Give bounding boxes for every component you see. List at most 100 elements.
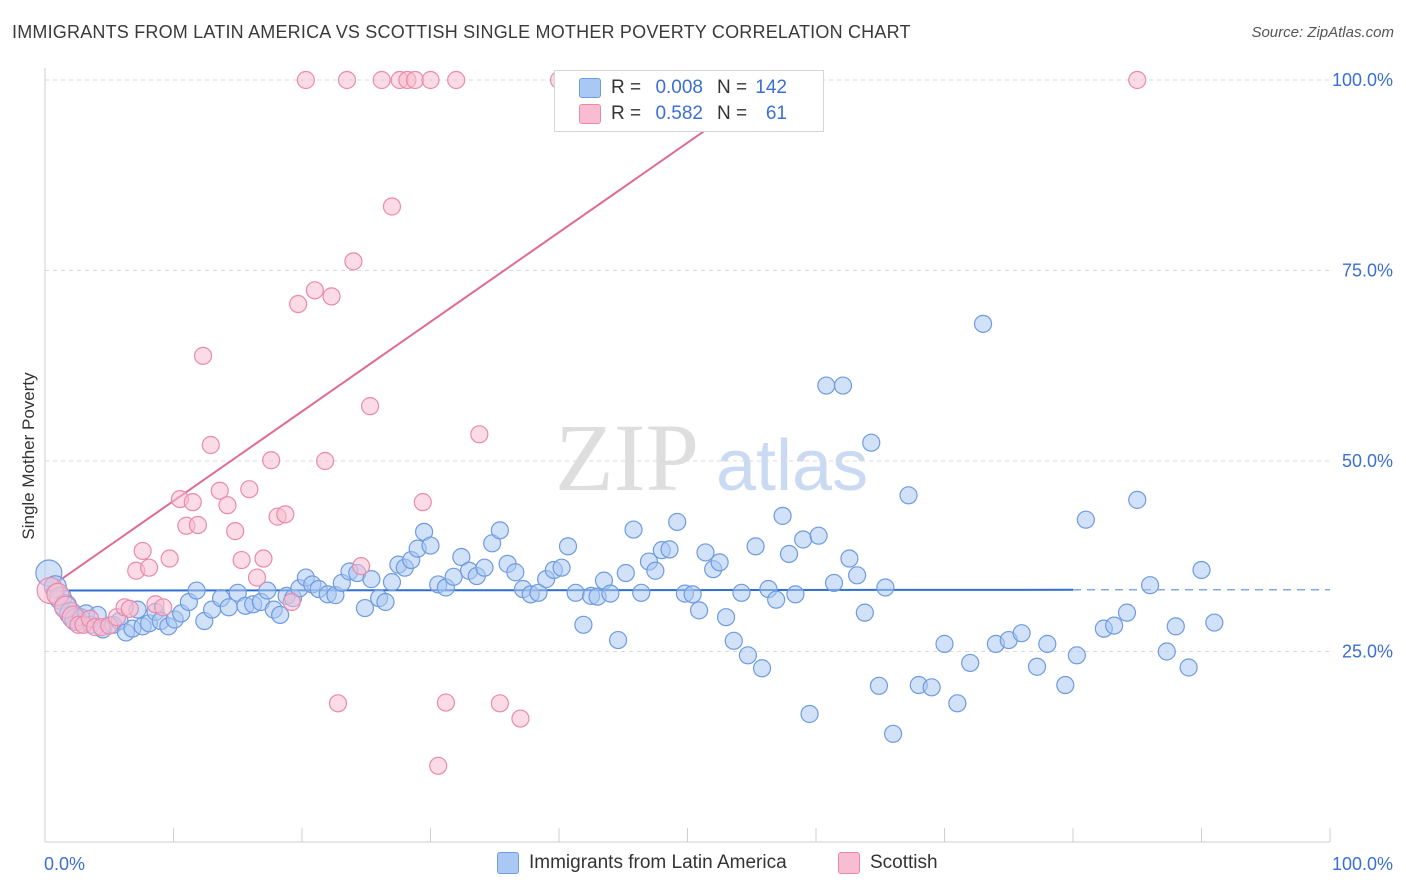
point-immigrants [355,598,375,618]
r-value: 0.582 [655,103,703,124]
legend-swatch-blue [497,852,519,874]
point-immigrants [271,605,290,625]
legend-item-immigrants[interactable]: Immigrants from Latin America [497,852,787,874]
points [35,70,1224,775]
point-scottish [247,568,267,587]
point-immigrants [646,561,665,580]
series-legend: Immigrants from Latin America Scottish [0,852,1406,878]
point-immigrants [1166,617,1185,636]
point-scottish [328,694,348,713]
point-immigrants [809,526,828,545]
point-immigrants [1076,510,1095,529]
point-immigrants [786,585,805,604]
point-immigrants [1205,613,1224,632]
n-label: N = [717,103,748,124]
legend-row-scottish: R = 0.582 N = 61 [579,102,787,126]
point-scottish [133,541,152,561]
point-immigrants [935,634,954,653]
point-immigrants [1157,642,1176,661]
y-tick-label: 25.0% [1342,642,1393,662]
point-immigrants [1027,657,1047,676]
point-immigrants [794,530,813,549]
correlation-legend: R = 0.008 N = 142 R = 0.582 N = 61 [554,70,824,132]
point-immigrants [696,543,715,562]
point-immigrants [566,583,585,602]
point-immigrants [624,520,643,539]
point-immigrants [1179,658,1198,677]
legend-item-scottish[interactable]: Scottish [838,852,938,874]
point-immigrants [1056,675,1075,695]
point-scottish [201,435,220,455]
point-immigrants [767,590,786,609]
point-scottish [405,70,425,90]
point-immigrants [724,631,743,650]
point-immigrants [616,563,635,583]
legend-label: Scottish [870,852,938,873]
watermark-atlas: atlas [716,426,868,506]
point-scottish [413,493,432,512]
point-immigrants [973,314,993,333]
point-scottish [470,425,489,444]
point-scottish [139,558,159,577]
point-immigrants [1012,624,1031,643]
point-scottish [282,592,301,612]
chart-source: Source: ZipAtlas.com [1251,24,1394,41]
point-immigrants [444,567,463,586]
point-immigrants [855,603,874,622]
point-scottish [490,694,509,713]
point-immigrants [1117,603,1137,622]
watermark: ZIP atlas [555,404,868,511]
point-immigrants [529,583,548,602]
point-immigrants [840,549,859,568]
point-immigrants [833,376,853,395]
point-scottish [262,451,281,470]
point-immigrants [869,676,889,695]
point-immigrants [948,694,967,713]
point-immigrants [558,537,578,556]
y-axis-label: Single Mother Poverty [19,372,38,540]
point-immigrants [689,601,709,620]
point-immigrants [683,585,702,604]
point-immigrants [421,536,440,555]
point-immigrants [1140,576,1160,595]
point-scottish [382,197,402,216]
point-scottish [160,549,179,568]
point-scottish [1128,70,1147,90]
point-immigrants [752,659,772,678]
point-scottish [188,515,208,535]
point-scottish [429,756,448,775]
legend-label: Immigrants from Latin America [529,852,787,873]
point-immigrants [732,583,751,602]
point-immigrants [961,653,980,673]
r-label: R = [611,103,642,124]
point-immigrants [862,433,881,452]
point-immigrants [552,558,571,577]
axes [44,68,1331,843]
r-value: 0.008 [655,77,703,98]
point-immigrants [601,584,620,603]
point-immigrants [258,581,277,600]
point-scottish [210,481,229,500]
point-scottish [436,693,456,712]
watermark-zip: ZIP [555,404,699,511]
n-value: 61 [765,103,787,124]
point-immigrants [490,521,509,540]
point-scottish [193,346,213,365]
point-immigrants [382,573,402,592]
point-scottish [421,70,440,90]
chart-title: IMMIGRANTS FROM LATIN AMERICA VS SCOTTIS… [12,22,911,42]
legend-swatch-pink [838,852,860,874]
point-scottish [511,709,530,728]
n-label: N = [717,77,748,98]
point-scottish [296,70,315,90]
point-scottish [322,287,341,306]
point-scottish [240,480,259,499]
point-scottish [154,598,173,617]
point-immigrants [738,646,757,665]
point-immigrants [632,583,651,602]
trend-lines [44,79,1330,592]
point-immigrants [848,566,867,585]
point-immigrants [1105,616,1124,635]
point-immigrants [376,592,395,612]
